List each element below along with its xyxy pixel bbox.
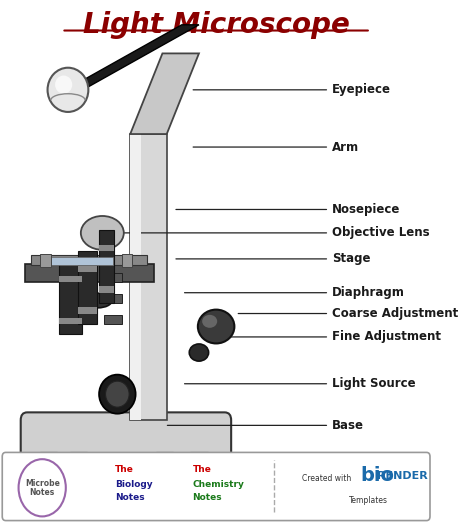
- Ellipse shape: [84, 293, 112, 308]
- Bar: [104, 294, 122, 303]
- Bar: [40, 254, 51, 267]
- Text: RENDER: RENDER: [377, 471, 428, 481]
- Ellipse shape: [47, 67, 88, 112]
- Text: Biology: Biology: [115, 480, 153, 488]
- Bar: [99, 245, 114, 251]
- Bar: [70, 452, 87, 467]
- Ellipse shape: [106, 381, 129, 407]
- Bar: [191, 452, 208, 467]
- Text: The: The: [115, 465, 134, 474]
- Ellipse shape: [99, 374, 136, 414]
- Text: The: The: [192, 465, 211, 474]
- Ellipse shape: [189, 344, 209, 361]
- Circle shape: [18, 459, 66, 516]
- FancyBboxPatch shape: [21, 412, 231, 462]
- Text: bio: bio: [360, 467, 394, 485]
- Text: Microbe: Microbe: [25, 479, 60, 487]
- Bar: [78, 266, 97, 272]
- Bar: [78, 308, 97, 313]
- Text: Light Microscope: Light Microscope: [82, 11, 349, 39]
- Text: Objective Lens: Objective Lens: [116, 226, 430, 240]
- Text: Notes: Notes: [115, 493, 145, 502]
- Bar: [25, 264, 154, 282]
- Text: Diaphragm: Diaphragm: [184, 286, 405, 299]
- Bar: [58, 317, 82, 324]
- Bar: [58, 276, 82, 282]
- Ellipse shape: [81, 216, 124, 250]
- Bar: [130, 134, 167, 420]
- Text: Notes: Notes: [29, 488, 55, 497]
- Text: Nosepiece: Nosepiece: [176, 203, 401, 216]
- Text: Arm: Arm: [193, 141, 359, 154]
- Bar: [40, 452, 57, 467]
- Text: Fine Adjustment: Fine Adjustment: [221, 331, 441, 344]
- Ellipse shape: [198, 310, 234, 344]
- Bar: [45, 257, 113, 265]
- Bar: [104, 314, 122, 324]
- Bar: [99, 230, 114, 303]
- Ellipse shape: [55, 75, 72, 94]
- Bar: [104, 273, 122, 282]
- Bar: [130, 134, 141, 420]
- Text: Notes: Notes: [192, 493, 222, 502]
- FancyBboxPatch shape: [2, 452, 430, 520]
- Text: Eyepiece: Eyepiece: [193, 83, 391, 96]
- Bar: [99, 287, 114, 293]
- Text: Chemistry: Chemistry: [192, 480, 245, 488]
- Text: Templates: Templates: [349, 496, 388, 505]
- Bar: [31, 255, 147, 265]
- Text: Light Source: Light Source: [184, 377, 416, 390]
- Polygon shape: [66, 25, 199, 90]
- Text: Coarse Adjustment: Coarse Adjustment: [238, 307, 458, 320]
- Polygon shape: [130, 53, 199, 134]
- Bar: [78, 251, 97, 324]
- Text: Stage: Stage: [176, 253, 371, 265]
- Bar: [122, 254, 132, 267]
- Bar: [58, 262, 82, 334]
- Text: Base: Base: [167, 419, 364, 432]
- Bar: [156, 452, 173, 467]
- Text: Created with: Created with: [302, 474, 351, 483]
- Ellipse shape: [202, 315, 217, 328]
